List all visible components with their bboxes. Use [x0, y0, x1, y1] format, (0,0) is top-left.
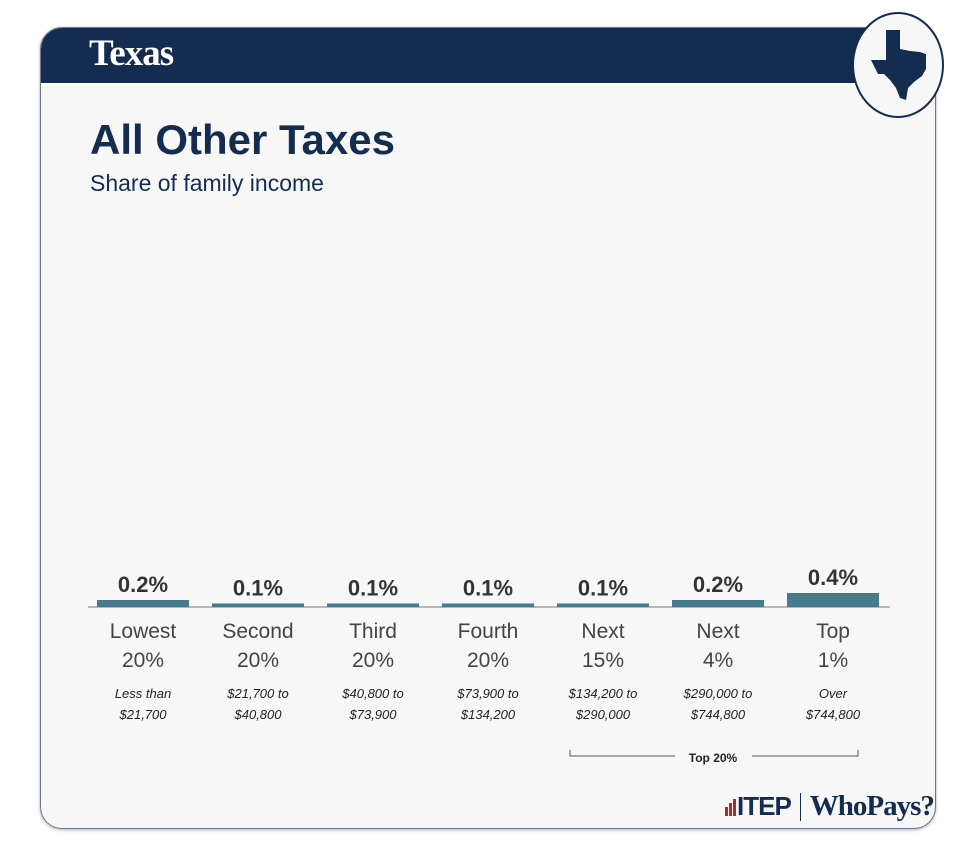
chart-subtitle: Share of family income [90, 170, 324, 196]
state-name: Texas [89, 33, 174, 74]
category-label: 20% [237, 649, 279, 672]
bar [327, 603, 419, 607]
category-label: Third [349, 620, 397, 643]
category-label: Second [222, 620, 293, 643]
whopays-logo: WhoPays? [809, 790, 935, 822]
bracket-label: Top 20% [689, 751, 738, 765]
bar [442, 603, 534, 607]
category-label: Lowest [110, 620, 177, 643]
category-label: 15% [582, 649, 624, 672]
itep-logo: ITEP [737, 791, 792, 821]
data-label: 0.1% [233, 576, 283, 601]
bar [787, 593, 879, 607]
bar [97, 600, 189, 607]
category-label: 20% [122, 649, 164, 672]
income-range-label: $21,700 [119, 707, 168, 722]
income-range-label: Less than [115, 686, 171, 701]
footer-logo: ITEP WhoPays? [725, 790, 935, 823]
texas-map-icon [852, 12, 944, 118]
income-range-label: $40,800 to [341, 686, 403, 701]
category-label: Next [581, 620, 624, 643]
income-range-label: $134,200 [460, 707, 516, 722]
header-bar: Texas [41, 28, 935, 86]
income-range-label: $290,000 to [683, 686, 753, 701]
category-label: Fourth [458, 620, 519, 643]
data-label: 0.2% [693, 572, 743, 597]
category-label: Top [816, 620, 850, 643]
data-label: 0.2% [118, 572, 168, 597]
chart-card: Texas [40, 27, 936, 829]
category-label: 4% [703, 649, 733, 672]
data-label: 0.1% [578, 576, 628, 601]
chart-title: All Other Taxes [90, 116, 395, 163]
bar [672, 600, 764, 607]
category-label: 1% [818, 649, 848, 672]
category-label: Next [696, 620, 739, 643]
data-label: 0.1% [463, 576, 513, 601]
income-range-label: $40,800 [234, 707, 283, 722]
itep-bars-icon [725, 798, 736, 816]
income-range-label: $21,700 to [226, 686, 288, 701]
bar [557, 603, 649, 607]
income-range-label: $290,000 [575, 707, 631, 722]
data-label: 0.1% [348, 576, 398, 601]
income-range-label: $73,900 [349, 707, 398, 722]
income-range-label: $73,900 to [456, 686, 518, 701]
category-label: 20% [467, 649, 509, 672]
income-range-label: $744,800 [805, 707, 861, 722]
category-label: 20% [352, 649, 394, 672]
bar [212, 603, 304, 607]
data-label: 0.4% [808, 565, 858, 590]
income-range-label: $134,200 to [568, 686, 638, 701]
income-range-label: Over [819, 686, 848, 701]
top20-bracket [569, 750, 859, 757]
income-range-label: $744,800 [690, 707, 746, 722]
